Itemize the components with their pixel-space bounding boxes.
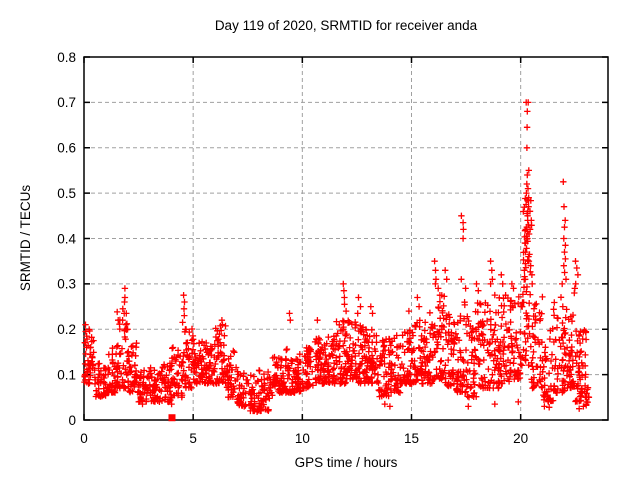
x-tick-label: 0 xyxy=(80,431,88,446)
y-tick-label: 0.1 xyxy=(57,367,76,382)
y-axis-label: SRMTID / TECUs xyxy=(18,185,33,292)
srmtid-points xyxy=(81,99,593,415)
axis-ticks xyxy=(83,56,608,421)
y-tick-label: 0.2 xyxy=(57,322,76,337)
y-tick-label: 0 xyxy=(68,413,76,428)
scatter-points xyxy=(81,99,593,422)
y-tick-label: 0.6 xyxy=(57,141,76,156)
y-tick-label: 0.7 xyxy=(57,95,76,110)
x-tick-label: 5 xyxy=(189,431,197,446)
x-tick-labels: 0 5 10 15 20 xyxy=(80,431,528,446)
y-tick-label: 0.3 xyxy=(57,277,76,292)
y-tick-labels: 0 0.1 0.2 0.3 0.4 0.5 0.6 0.7 0.8 xyxy=(57,50,76,428)
x-axis-label: GPS time / hours xyxy=(295,455,398,470)
y-tick-label: 0.5 xyxy=(57,186,76,201)
x-tick-label: 10 xyxy=(295,431,310,446)
x-tick-label: 20 xyxy=(513,431,528,446)
y-tick-label: 0.8 xyxy=(57,50,76,65)
flagged-point xyxy=(168,414,176,422)
y-tick-label: 0.4 xyxy=(57,231,76,246)
x-tick-label: 15 xyxy=(404,431,419,446)
chart-title: Day 119 of 2020, SRMTID for receiver and… xyxy=(215,18,478,33)
